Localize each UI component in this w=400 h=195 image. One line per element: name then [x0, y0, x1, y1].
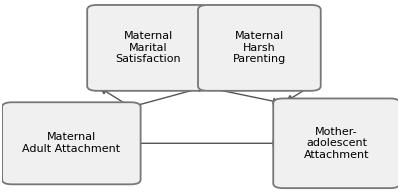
Text: Maternal
Marital
Satisfaction: Maternal Marital Satisfaction: [116, 31, 181, 65]
Text: Maternal
Adult Attachment: Maternal Adult Attachment: [22, 132, 120, 154]
Text: Mother-
adolescent
Attachment: Mother- adolescent Attachment: [304, 127, 369, 160]
FancyBboxPatch shape: [87, 5, 210, 91]
FancyBboxPatch shape: [273, 98, 400, 188]
Text: Maternal
Harsh
Parenting: Maternal Harsh Parenting: [233, 31, 286, 65]
FancyBboxPatch shape: [198, 5, 321, 91]
FancyBboxPatch shape: [2, 102, 141, 184]
